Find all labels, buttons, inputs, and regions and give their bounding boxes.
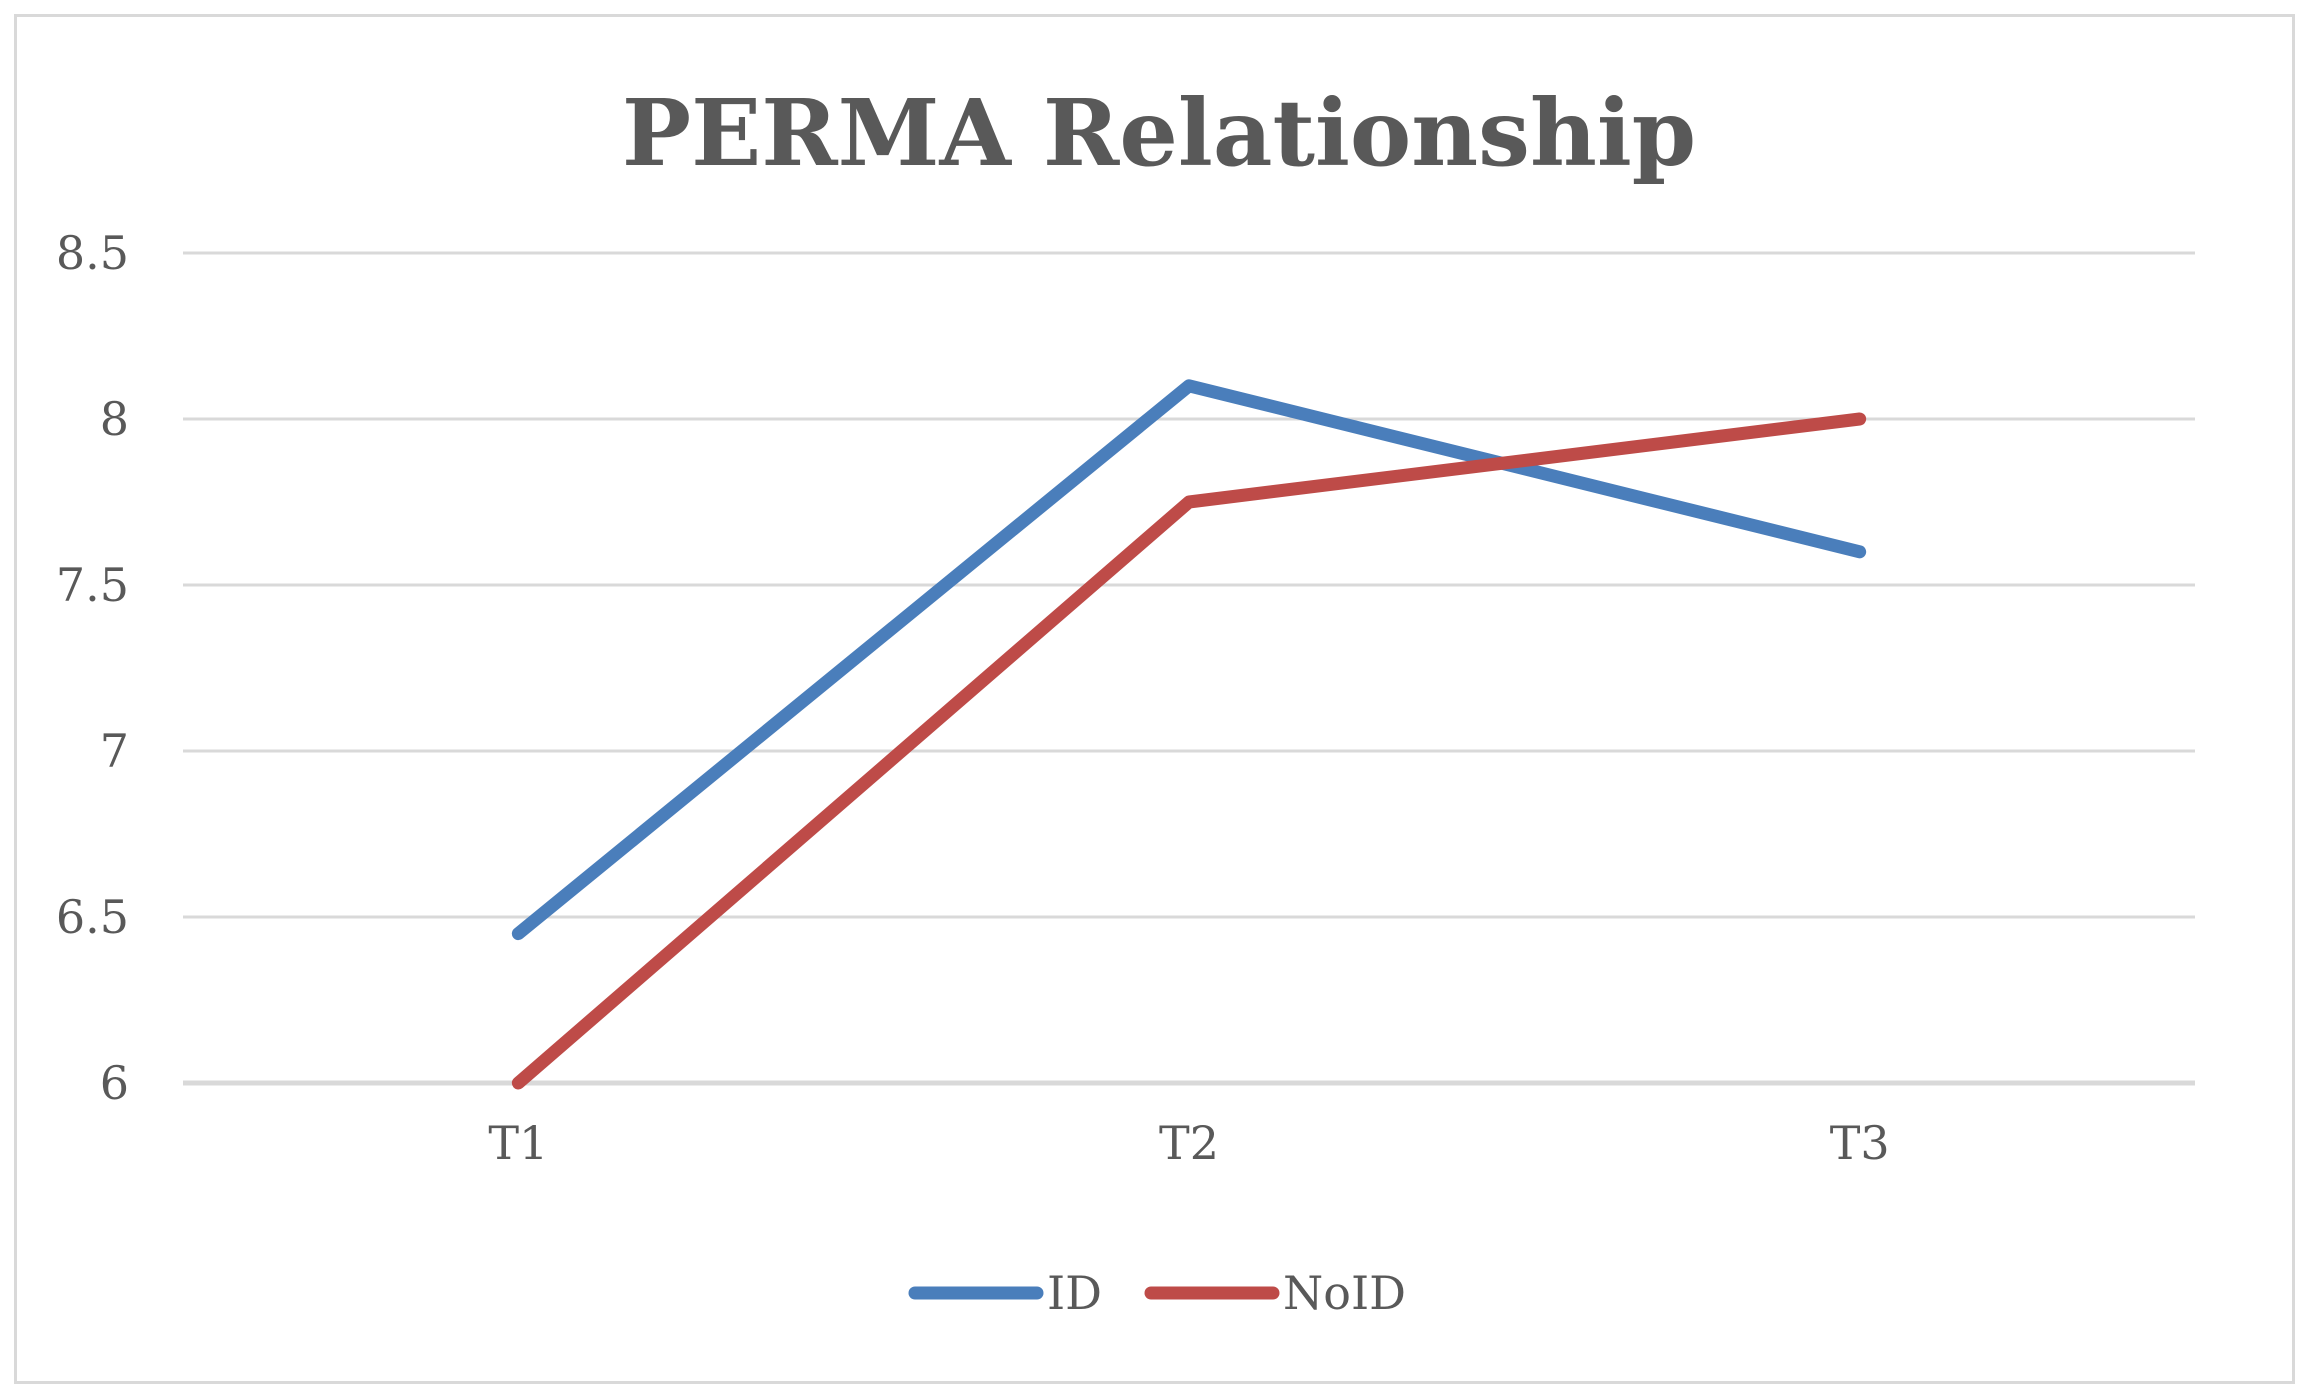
series-line-noid <box>511 412 1867 1090</box>
y-tick-label: 8.5 <box>56 226 129 280</box>
y-axis-tick-labels: 6 6.5 7 7.5 8 8.5 <box>56 226 129 1110</box>
y-tick-label: 6.5 <box>56 890 129 944</box>
x-tick-label: T1 <box>488 1116 548 1170</box>
chart-title: PERMA Relationship <box>622 79 1696 187</box>
x-tick-label: T3 <box>1830 1116 1890 1170</box>
y-tick-label: 6 <box>100 1056 129 1110</box>
gridlines <box>183 251 2195 1086</box>
legend-label-noid: NoID <box>1283 1266 1406 1320</box>
y-tick-label: 7 <box>100 724 129 778</box>
series-lines <box>511 379 1867 1090</box>
legend-label-id: ID <box>1047 1266 1102 1320</box>
legend: ID NoID <box>908 1266 1406 1320</box>
series-line-id <box>511 379 1867 941</box>
y-tick-label: 8 <box>100 392 129 446</box>
y-tick-label: 7.5 <box>56 558 129 612</box>
x-axis-tick-labels: T1 T2 T3 <box>488 1116 1889 1170</box>
x-tick-label: T2 <box>1159 1116 1219 1170</box>
chart-frame: PERMA Relationship 6 6.5 7 7.5 8 8.5 T1 T2 T3 I… <box>14 14 2295 1384</box>
line-chart: PERMA Relationship 6 6.5 7 7.5 8 8.5 T1 T2 T3 I… <box>56 79 2195 1320</box>
